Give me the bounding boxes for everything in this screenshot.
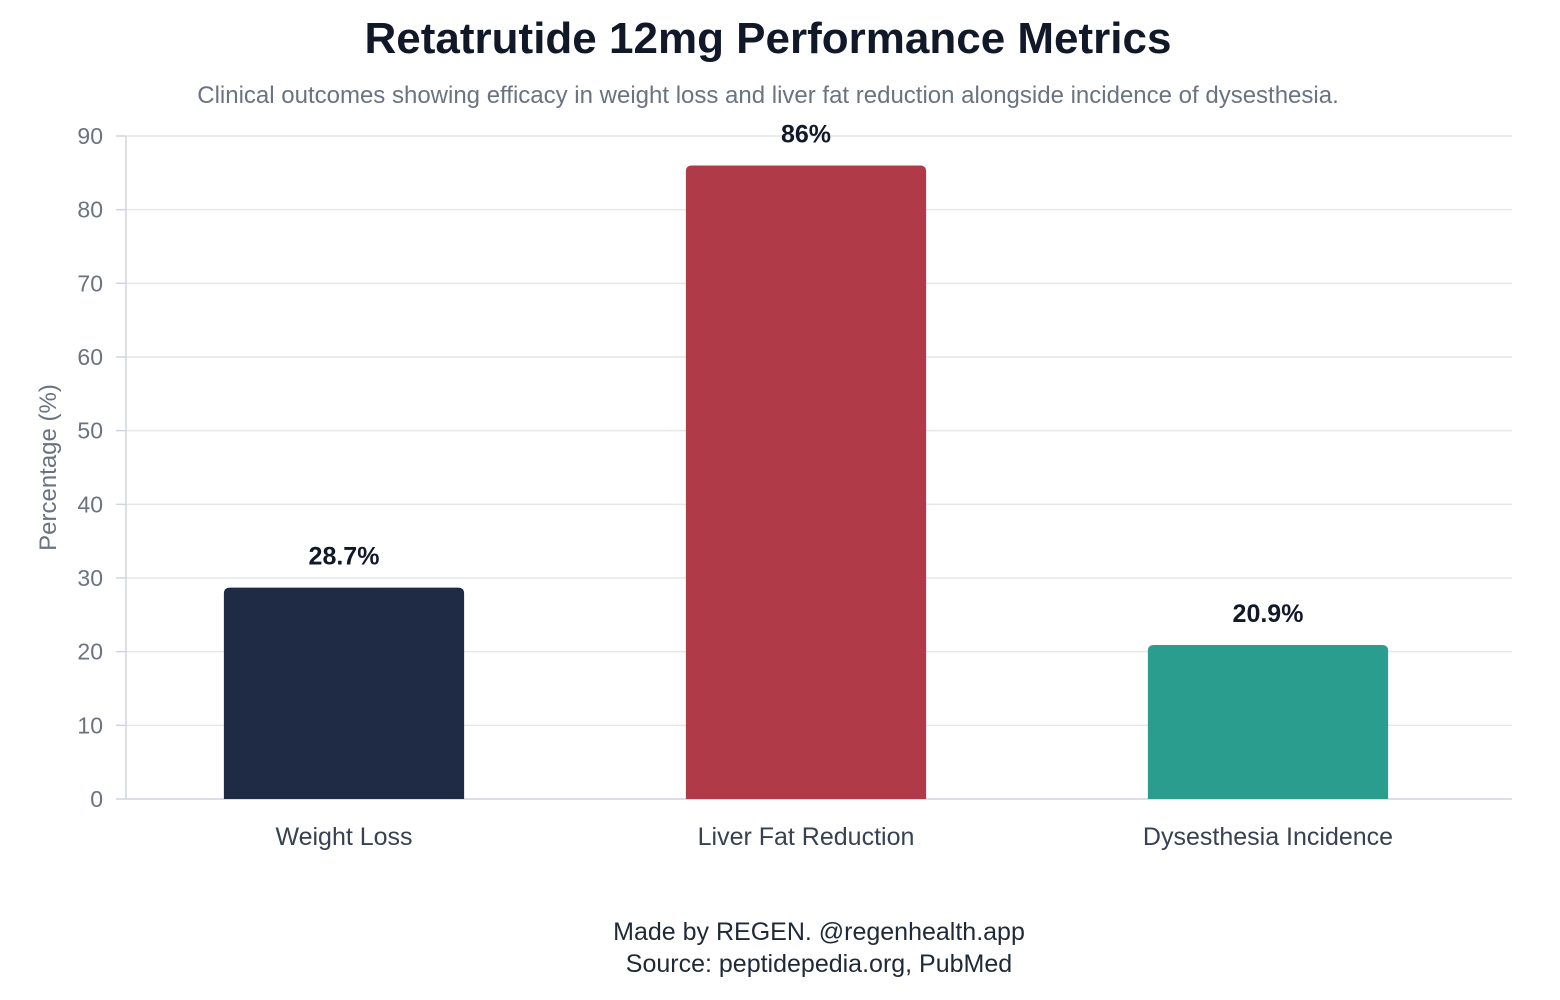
value-labels: 28.7% 86% 20.9%: [309, 120, 1304, 628]
y-tick-label: 30: [77, 565, 103, 591]
chart-title: Retatrutide 12mg Performance Metrics: [364, 14, 1172, 63]
y-axis-label: Percentage (%): [35, 384, 62, 551]
bar-liver-fat-reduction: [685, 165, 927, 799]
y-tick-label: 10: [77, 712, 103, 738]
bar-weight-loss: [223, 587, 465, 799]
x-tick-label: Liver Fat Reduction: [698, 823, 915, 851]
y-tick-label: 20: [77, 639, 103, 665]
footer-credit: Made by REGEN. @regenhealth.app: [613, 918, 1025, 946]
y-tick-label: 80: [77, 197, 103, 223]
y-tick-label: 60: [77, 344, 103, 370]
bar-chart: 0 10 20 30 40 50 60 70 80 90 Percentage (%) 28.7%…: [35, 120, 1512, 851]
bars: [223, 165, 1389, 799]
y-tick-label: 70: [77, 270, 103, 296]
y-tick-label: 50: [77, 418, 103, 444]
chart-subtitle: Clinical outcomes showing efficacy in we…: [197, 82, 1339, 109]
value-label: 86%: [781, 120, 831, 148]
x-axis-ticks: Weight Loss Liver Fat Reduction Dysesthesi…: [275, 823, 1393, 851]
value-label: 20.9%: [1233, 600, 1304, 628]
y-tick-label: 90: [77, 123, 103, 149]
footer: Made by REGEN. @regenhealth.app Source: …: [0, 916, 1560, 980]
x-tick-label: Weight Loss: [275, 823, 412, 851]
x-tick-label: Dysesthesia Incidence: [1143, 823, 1393, 851]
bar-dysesthesia-incidence: [1147, 645, 1389, 799]
y-axis-ticks: 0 10 20 30 40 50 60 70 80 90: [77, 123, 126, 812]
y-tick-label: 0: [90, 786, 103, 812]
footer-source: Source: peptidepedia.org, PubMed: [625, 950, 1013, 978]
value-label: 28.7%: [309, 543, 380, 571]
y-tick-label: 40: [77, 491, 103, 517]
